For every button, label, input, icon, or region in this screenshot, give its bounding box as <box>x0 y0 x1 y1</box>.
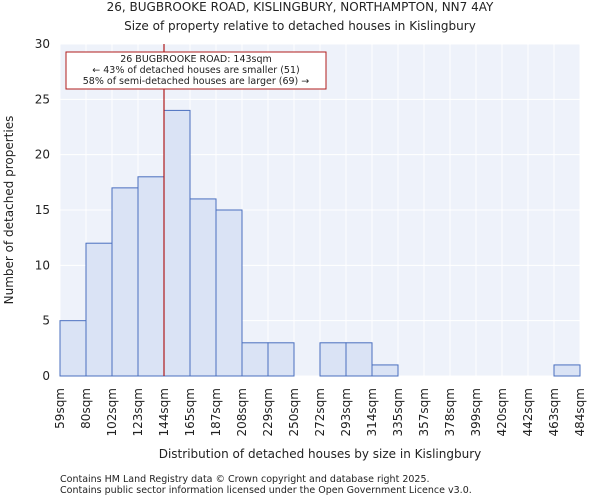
x-tick-label: 442sqm <box>521 388 535 436</box>
annotation-line-3: 58% of semi-detached houses are larger (… <box>83 76 310 87</box>
y-tick-label: 15 <box>35 203 50 217</box>
chart-title: 26, BUGBROOKE ROAD, KISLINGBURY, NORTHAM… <box>107 0 494 14</box>
x-tick-label: 165sqm <box>183 388 197 436</box>
histogram-bar <box>163 109 191 377</box>
x-tick-label: 229sqm <box>261 388 275 436</box>
histogram-bar <box>111 187 139 377</box>
x-tick-label: 314sqm <box>365 388 379 436</box>
x-tick-label: 484sqm <box>573 388 587 436</box>
x-tick-label: 250sqm <box>287 388 301 436</box>
histogram-bar <box>137 176 165 377</box>
x-tick-label: 208sqm <box>235 388 249 436</box>
x-tick-label: 102sqm <box>105 388 119 436</box>
annotation-box <box>65 51 327 90</box>
x-tick-label: 187sqm <box>209 388 223 436</box>
annotation-line-1: 26 BUGBROOKE ROAD: 143sqm <box>120 54 272 65</box>
y-axis-label: Number of detached properties <box>2 116 16 305</box>
x-tick-label: 399sqm <box>469 388 483 436</box>
x-tick-label: 123sqm <box>131 388 145 436</box>
histogram-bar <box>215 209 243 377</box>
x-tick-label: 59sqm <box>53 388 67 429</box>
histogram-bar <box>345 342 373 377</box>
x-tick-label: 293sqm <box>339 388 353 436</box>
y-tick-label: 30 <box>35 37 50 51</box>
x-axis-label: Distribution of detached houses by size … <box>159 447 482 461</box>
x-tick-label: 80sqm <box>79 388 93 429</box>
y-tick-label: 25 <box>35 92 50 106</box>
x-tick-label: 378sqm <box>443 388 457 436</box>
x-tick-label: 272sqm <box>313 388 327 436</box>
x-tick-label: 420sqm <box>495 388 509 436</box>
histogram-bar <box>319 342 347 377</box>
y-tick-label: 5 <box>42 314 50 328</box>
footer-line-2: Contains public sector information licen… <box>60 485 472 496</box>
annotation-line-2: ← 43% of detached houses are smaller (51… <box>92 65 299 76</box>
y-tick-label: 20 <box>35 148 50 162</box>
x-tick-label: 357sqm <box>417 388 431 436</box>
chart-subtitle: Size of property relative to detached ho… <box>124 19 476 33</box>
y-tick-label: 10 <box>35 258 50 272</box>
x-tick-label: 335sqm <box>391 388 405 436</box>
x-tick-label: 144sqm <box>157 388 171 436</box>
histogram-bar <box>85 242 113 377</box>
histogram-bar <box>59 320 87 377</box>
histogram-bar <box>267 342 295 377</box>
footer-line-1: Contains HM Land Registry data © Crown c… <box>60 474 430 485</box>
histogram-bar <box>241 342 269 377</box>
histogram-bar <box>553 364 581 377</box>
histogram-bar <box>189 198 217 377</box>
x-tick-label: 463sqm <box>547 388 561 436</box>
y-tick-label: 0 <box>42 369 50 383</box>
histogram-bar <box>371 364 399 377</box>
